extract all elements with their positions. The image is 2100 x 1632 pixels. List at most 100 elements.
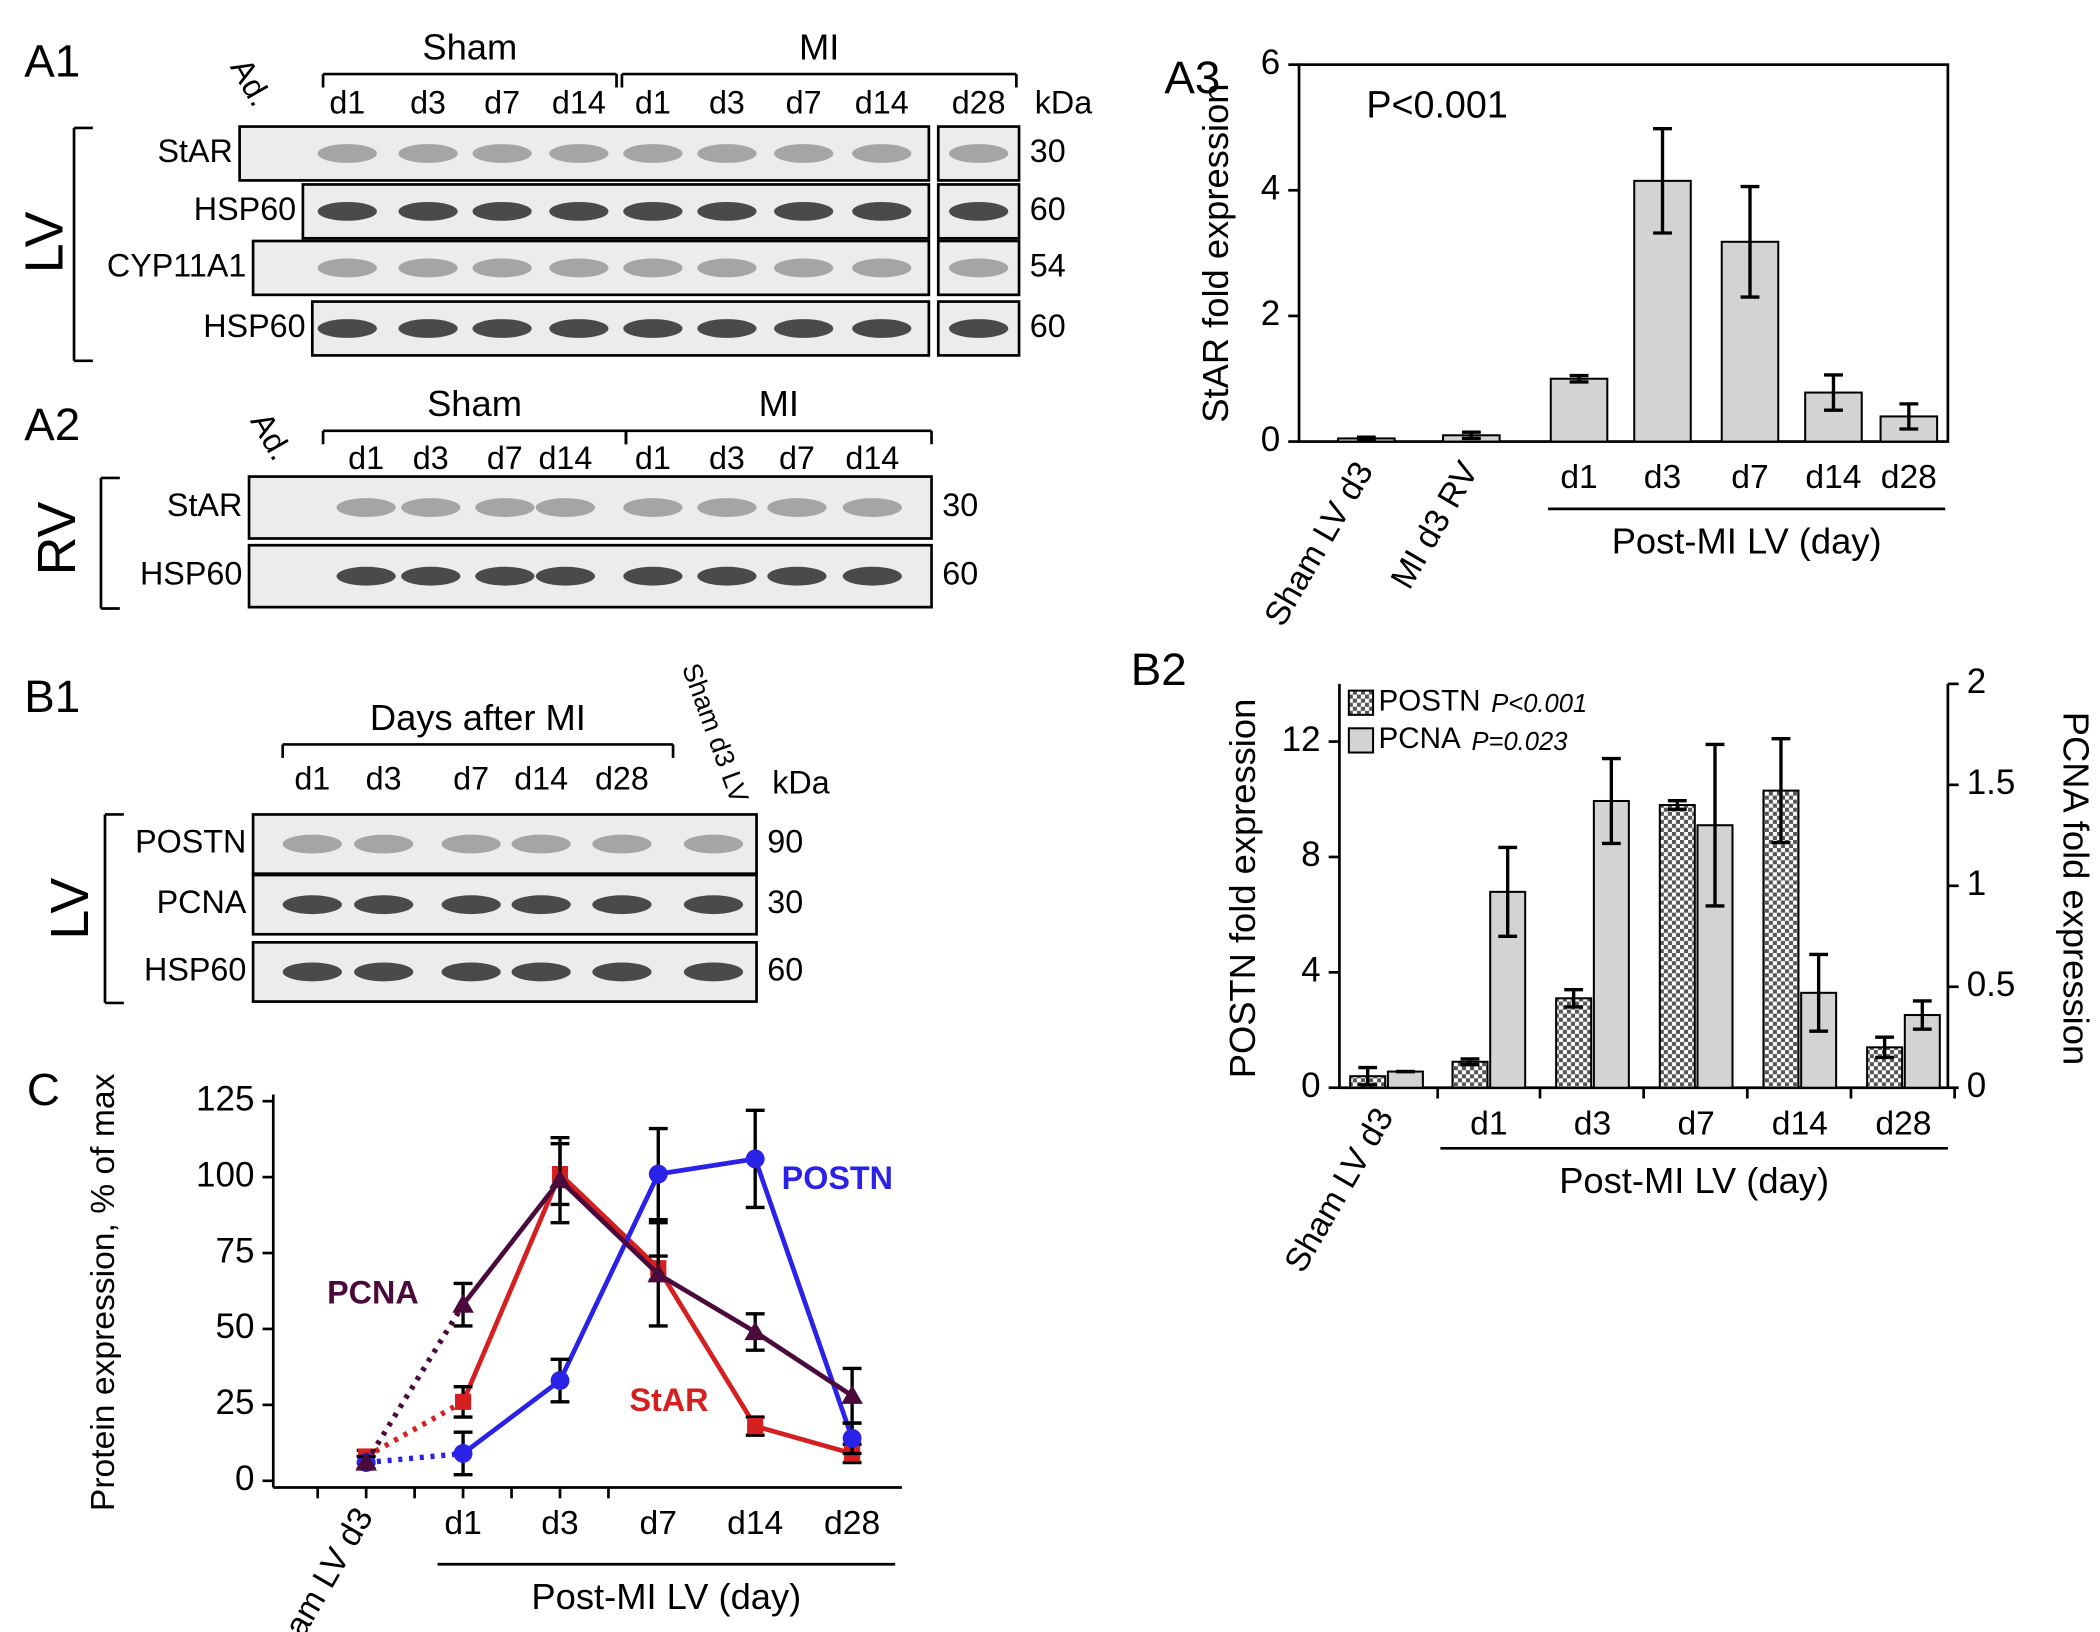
lane-label: d14 [845, 440, 899, 476]
y-tick-label: 0 [1967, 1066, 1986, 1105]
row-label: CYP11A1 [107, 247, 246, 283]
annotation: P<0.001 [1366, 84, 1507, 126]
band [842, 566, 902, 586]
y-tick-label: 12 [1282, 720, 1321, 759]
y-tick-label: 2 [1261, 294, 1280, 333]
marker [744, 1321, 766, 1341]
band [336, 566, 396, 586]
kda-label: 60 [1030, 308, 1066, 344]
band [472, 144, 532, 163]
blot-box [238, 125, 931, 182]
band [398, 201, 458, 221]
band [549, 258, 609, 278]
band [475, 566, 535, 586]
band [592, 895, 652, 915]
x-tick-label: d14 [1772, 1105, 1828, 1142]
band [282, 895, 342, 915]
band [774, 201, 834, 221]
legend-swatch [1347, 727, 1375, 754]
group-label: Post-MI LV (day) [1612, 520, 1882, 561]
y-axis-label: StAR fold expression [1195, 83, 1236, 422]
band [774, 319, 834, 338]
x-tick-label: d3 [1644, 459, 1681, 496]
group-label: MI [759, 383, 799, 424]
band [472, 258, 532, 278]
group-label: MI [799, 26, 839, 67]
band [441, 895, 501, 915]
y-axis-label: Protein expression, % of max [85, 1073, 122, 1511]
band [282, 834, 342, 854]
row-label: HSP60 [194, 191, 296, 227]
x-tick-label: d3 [1574, 1105, 1611, 1142]
marker [745, 1149, 765, 1169]
legend-swatch [1347, 689, 1375, 716]
kda-label: 30 [767, 884, 803, 920]
blot-box [301, 183, 931, 240]
kda-label: 60 [1030, 191, 1066, 227]
band [535, 498, 595, 517]
kda-label: 30 [942, 487, 978, 523]
band [472, 319, 532, 338]
band [852, 144, 912, 163]
unit-label: kDa [772, 764, 829, 800]
lane-label: d3 [709, 85, 745, 121]
lane-label: d14 [552, 85, 606, 121]
band [317, 201, 377, 221]
y-tick-label: 4 [1261, 169, 1280, 208]
x-tick-label: d14 [727, 1505, 783, 1542]
x-tick-label: d3 [541, 1505, 578, 1542]
lane-label: d7 [786, 85, 822, 121]
band [697, 566, 757, 586]
band [623, 258, 683, 278]
tissue-label: LV [15, 211, 75, 273]
marker [648, 1164, 668, 1184]
legend-note: P=0.023 [1471, 728, 1567, 756]
x-tick-label: d7 [1731, 459, 1768, 496]
band [549, 319, 609, 338]
legend-label: POSTN [1378, 685, 1480, 718]
group-label: Days after MI [370, 697, 586, 738]
lane-label: d3 [366, 760, 402, 796]
x-tick-label: d1 [1560, 459, 1597, 496]
control-lane: Sham d3 LV [676, 659, 754, 807]
marker [549, 1169, 571, 1189]
band [949, 258, 1009, 278]
blot-box [251, 813, 758, 876]
lane-label: d1 [329, 85, 365, 121]
panel-label: C [27, 1064, 60, 1115]
band [401, 498, 461, 517]
y2-axis-label: PCNA fold expression [2055, 712, 2096, 1065]
x-tick-label: MI d3 RV [1384, 455, 1486, 595]
x-tick-label: Sham LV d3 [1258, 456, 1381, 633]
band [354, 834, 414, 854]
band [441, 834, 501, 854]
row-label: HSP60 [140, 556, 242, 592]
kda-label: 60 [767, 951, 803, 987]
row-label: HSP60 [203, 308, 305, 344]
band [336, 498, 396, 517]
band [441, 962, 501, 982]
row-label: StAR [167, 487, 242, 523]
panel-label: A2 [24, 399, 80, 450]
blot-box [936, 239, 1021, 297]
y-tick-label: 1 [1967, 864, 1986, 903]
y-tick-label: 6 [1261, 43, 1280, 82]
x-tick-label: d28 [1881, 459, 1937, 496]
x-tick-label: d28 [824, 1505, 880, 1542]
x-tick-label: Sham LV d3 [1278, 1102, 1401, 1279]
lane-label: d3 [410, 85, 446, 121]
lane-label: d28 [595, 760, 649, 796]
band [475, 498, 535, 517]
band [398, 258, 458, 278]
band [623, 498, 683, 517]
band [697, 201, 757, 221]
y-tick-label: 0 [1301, 1066, 1320, 1105]
band [949, 319, 1009, 338]
lane-label: d1 [294, 760, 330, 796]
row-label: StAR [157, 133, 232, 169]
lane-label: d7 [484, 85, 520, 121]
dotted-segment [365, 1450, 464, 1466]
y-tick-label: 0 [1261, 420, 1280, 459]
y-tick-label: 8 [1301, 835, 1320, 874]
lane-label: d1 [635, 85, 671, 121]
